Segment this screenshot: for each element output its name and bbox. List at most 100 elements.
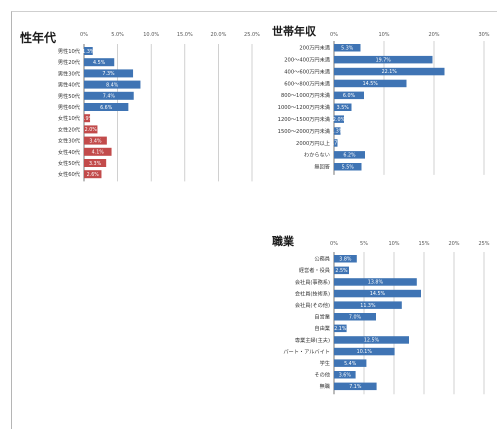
sex-age-tick-label: 20.0% <box>210 32 226 38</box>
job-bar <box>334 336 409 344</box>
job-category-label: 無職 <box>320 382 331 390</box>
job-data-label: 2.1% <box>334 326 347 332</box>
income-category-label: 200万円未満 <box>299 44 330 52</box>
job-bar <box>334 278 417 286</box>
sex-age-data-label: 4.1% <box>92 150 105 156</box>
income-bar <box>334 44 361 52</box>
job-category-label: パート・アルバイト <box>283 348 330 355</box>
income-bar <box>334 115 344 123</box>
income-tick-label: 0% <box>330 32 338 38</box>
sex-age-category-label: 男性20代 <box>58 58 81 66</box>
income-chart-title: 世帯年収 <box>272 24 317 38</box>
job-category-label: 自営業 <box>314 313 330 321</box>
sex-age-data-label: 6.6% <box>100 105 113 111</box>
sex-age-bar <box>84 159 107 167</box>
job-data-label: 2.5% <box>335 268 348 274</box>
income-data-label: 6.0% <box>343 93 356 99</box>
job-category-label: その他 <box>314 371 330 379</box>
income-tick-label: 20% <box>428 32 439 38</box>
income-tick-label: 10% <box>378 32 389 38</box>
sex-age-bar <box>84 170 102 179</box>
income-bar <box>334 91 364 100</box>
income-bar <box>334 151 365 159</box>
sex-age-data-label: 7.4% <box>103 94 116 100</box>
job-bar <box>334 347 395 356</box>
sex-age-data-label: 7.3% <box>102 71 115 77</box>
income-category-label: 400～600万円未満 <box>284 67 330 75</box>
income-bar <box>334 163 362 171</box>
income-data-label: 14.5% <box>363 81 379 87</box>
job-bar <box>334 324 347 333</box>
income-category-label: 600～800万円未満 <box>284 79 330 87</box>
job-data-label: 10.1% <box>357 349 373 355</box>
sex-age-bar <box>84 47 93 55</box>
sex-age-category-label: 男性60代 <box>58 103 81 111</box>
sex-age-bar <box>84 147 112 156</box>
income-category-label: 1000～1200万円未満 <box>278 103 330 111</box>
job-tick-label: 10% <box>388 241 399 247</box>
sex-age-chart-title: 性年代 <box>19 30 56 45</box>
sex-age-tick-label: 25.0% <box>244 32 260 38</box>
job-data-label: 12.5% <box>364 338 380 344</box>
income-category-label: わからない <box>304 152 330 159</box>
job-data-label: 11.3% <box>360 303 376 309</box>
income-bar <box>334 127 341 135</box>
income-data-label: 0.7% <box>330 141 343 147</box>
income-data-label: 19.7% <box>376 57 392 63</box>
sex-age-bar <box>84 80 141 89</box>
job-category-label: 会社員(事務系) <box>295 278 330 286</box>
sex-age-data-label: 2.6% <box>87 172 100 178</box>
job-chart-title: 職業 <box>272 234 295 248</box>
sex-age-data-label: 2.0% <box>85 127 98 133</box>
job-data-label: 3.8% <box>339 256 352 262</box>
sex-age-tick-label: 15.0% <box>177 32 193 38</box>
job-bar <box>334 359 367 367</box>
income-data-label: 22.1% <box>382 69 398 75</box>
sex-age-category-label: 女性40代 <box>58 148 81 156</box>
sex-age-data-label: 0.9% <box>81 116 94 122</box>
sex-age-category-label: 男性40代 <box>58 81 81 89</box>
income-bar <box>334 67 445 76</box>
job-category-label: 会社員(技術系) <box>295 289 330 297</box>
sex-age-tick-label: 5.0% <box>111 32 124 38</box>
income-tick-label: 30% <box>478 32 489 38</box>
income-category-label: 2000万円以上 <box>296 139 330 147</box>
income-data-label: 5.5% <box>342 164 355 170</box>
job-data-label: 7.1% <box>349 384 362 390</box>
income-category-label: 800～1000万円未満 <box>281 91 330 99</box>
sex-age-category-label: 女性20代 <box>58 125 81 133</box>
job-tick-label: 25% <box>478 241 489 247</box>
job-bar <box>334 313 376 321</box>
job-tick-label: 0% <box>330 241 338 247</box>
sex-age-bar <box>84 103 129 111</box>
sex-age-data-label: 8.4% <box>106 82 119 88</box>
income-category-label: 1500～2000万円未満 <box>278 127 330 135</box>
job-category-label: 経営者・役員 <box>299 266 330 274</box>
income-bar <box>334 55 433 64</box>
job-data-label: 5.4% <box>344 361 357 367</box>
sex-age-bar <box>84 125 98 134</box>
job-bar <box>334 266 349 275</box>
job-category-label: 専業主婦(主夫) <box>295 336 330 344</box>
income-category-label: 1200～1500万円未満 <box>278 115 330 123</box>
sex-age-bar <box>84 58 115 67</box>
job-data-label: 3.6% <box>339 372 352 378</box>
sex-age-bar <box>84 69 134 78</box>
job-category-label: 学生 <box>320 359 330 367</box>
job-bar <box>334 382 377 391</box>
income-data-label: 3.5% <box>337 105 350 111</box>
sex-age-category-label: 女性10代 <box>58 114 81 122</box>
job-bar <box>334 289 421 298</box>
sex-age-data-label: 4.5% <box>93 60 106 66</box>
sex-age-bar <box>84 91 134 100</box>
job-tick-label: 5% <box>360 241 368 247</box>
sex-age-category-label: 男性30代 <box>58 69 81 77</box>
job-bar <box>334 255 357 263</box>
sex-age-category-label: 女性60代 <box>58 170 81 178</box>
job-data-label: 14.5% <box>370 291 386 297</box>
income-data-label: 1.3% <box>331 129 344 135</box>
income-category-label: 無回答 <box>314 163 330 171</box>
job-bar <box>334 371 356 379</box>
sex-age-bar <box>84 114 91 123</box>
